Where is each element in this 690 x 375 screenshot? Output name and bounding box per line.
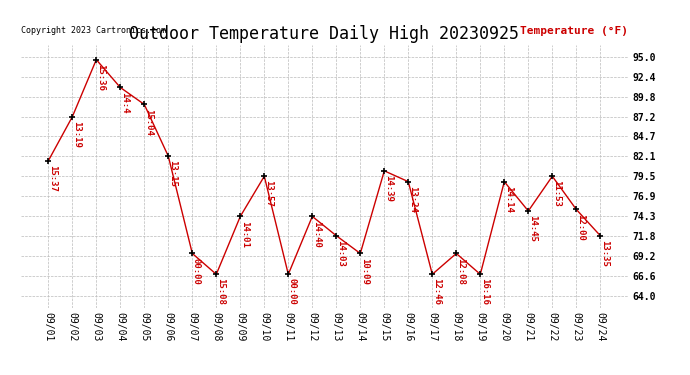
Text: 13:24: 13:24 [408,186,417,213]
Text: 15:04: 15:04 [144,109,153,135]
Text: 11:53: 11:53 [552,180,561,207]
Text: 12:08: 12:08 [456,258,465,285]
Text: 15:37: 15:37 [48,165,57,192]
Text: 14:39: 14:39 [384,175,393,202]
Text: 13:35: 13:35 [600,240,609,267]
Text: 12:46: 12:46 [432,279,441,305]
Text: 14:45: 14:45 [528,215,537,242]
Text: 14:40: 14:40 [312,220,321,248]
Text: 13:57: 13:57 [264,180,273,207]
Text: 10:09: 10:09 [360,258,369,285]
Text: 14:01: 14:01 [240,220,249,248]
Text: 00:00: 00:00 [192,258,201,285]
Text: Copyright 2023 Cartronics.com: Copyright 2023 Cartronics.com [21,26,166,35]
Text: 00:00: 00:00 [288,279,297,305]
Text: 15:36: 15:36 [96,64,105,91]
Title: Outdoor Temperature Daily High 20230925: Outdoor Temperature Daily High 20230925 [129,26,520,44]
Text: 16:16: 16:16 [480,279,489,305]
Text: 14:03: 14:03 [336,240,345,267]
Text: Temperature (°F): Temperature (°F) [520,26,628,36]
Text: 15:08: 15:08 [216,279,225,305]
Text: 14:14: 14:14 [504,186,513,213]
Text: 14:4: 14:4 [120,92,129,113]
Text: 13:15: 13:15 [168,160,177,187]
Text: 13:19: 13:19 [72,121,81,148]
Text: 12:00: 12:00 [576,214,585,240]
